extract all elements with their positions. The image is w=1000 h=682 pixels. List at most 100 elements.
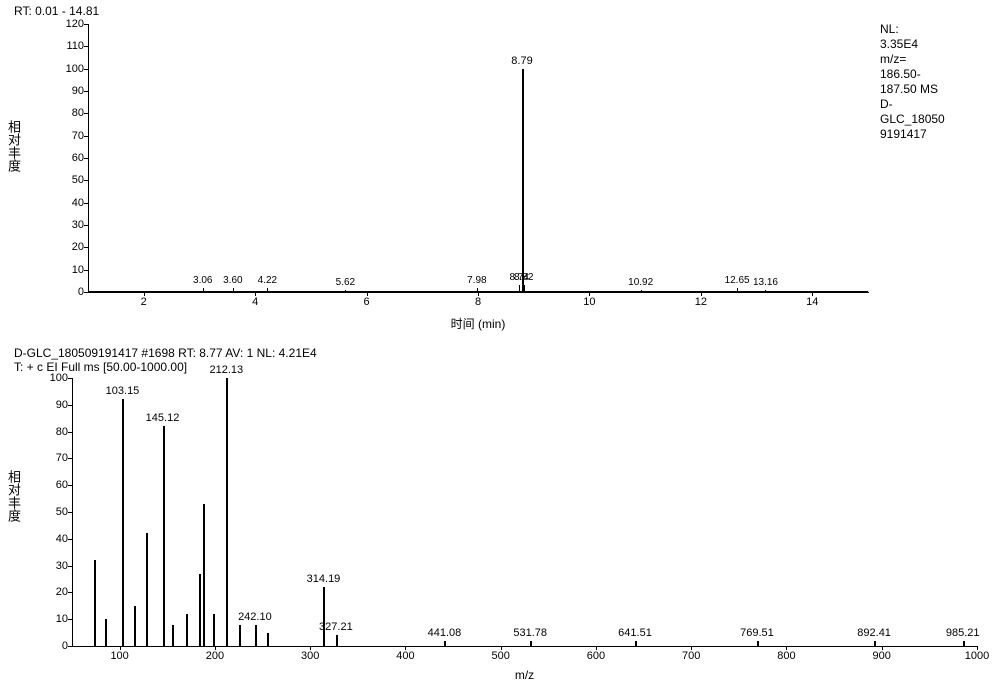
- xtick: 10: [569, 296, 609, 308]
- ms-peak: [255, 625, 257, 646]
- peak-label: 4.22: [249, 275, 285, 286]
- xtick: 8: [458, 296, 498, 308]
- side-info-line: 186.50-: [880, 67, 921, 81]
- tick-mark: [84, 46, 88, 47]
- ytick: 50: [38, 506, 68, 518]
- ytick: 30: [54, 219, 84, 231]
- ms-peak: [444, 641, 446, 646]
- ms-peak-label: 441.08: [420, 627, 468, 639]
- tick-mark: [255, 292, 256, 296]
- minor-peak: [524, 285, 525, 292]
- top-xlabel: 时间 (min): [88, 315, 868, 332]
- ytick: 90: [38, 399, 68, 411]
- ms-peak: [146, 533, 148, 646]
- top-header: RT: 0.01 - 14.81: [14, 4, 99, 18]
- ms-peak: [635, 641, 637, 646]
- ytick: 50: [54, 174, 84, 186]
- ytick: 110: [54, 40, 84, 52]
- ytick: 60: [54, 152, 84, 164]
- xtick: 6: [347, 296, 387, 308]
- side-info-line: 3.35E4: [880, 37, 918, 51]
- bottom-ylabel: 相对丰度: [4, 470, 23, 522]
- tick-mark: [84, 91, 88, 92]
- tick-mark: [84, 247, 88, 248]
- peak-label: 3.60: [215, 275, 251, 286]
- ms-peak: [239, 625, 241, 646]
- xtick: 600: [576, 650, 616, 662]
- ms-peak: [323, 587, 325, 646]
- ms-peak: [122, 399, 124, 646]
- ytick: 80: [38, 426, 68, 438]
- ms-peak-label: 103.15: [98, 385, 146, 397]
- ms-peak: [134, 606, 136, 646]
- minor-peak: [233, 288, 234, 292]
- top-chart-area: [88, 24, 869, 293]
- tick-mark: [310, 646, 311, 650]
- ytick: 70: [54, 130, 84, 142]
- xtick: 400: [385, 650, 425, 662]
- ms-peak: [874, 641, 876, 646]
- tick-mark: [84, 180, 88, 181]
- tick-mark: [68, 539, 72, 540]
- ytick: 90: [54, 85, 84, 97]
- tick-mark: [84, 158, 88, 159]
- tick-mark: [84, 292, 88, 293]
- tick-mark: [120, 646, 121, 650]
- xtick: 12: [681, 296, 721, 308]
- ms-peak-label: 314.19: [299, 573, 347, 585]
- ms-peak: [213, 614, 215, 646]
- xtick: 4: [235, 296, 275, 308]
- side-info-line: 187.50 MS: [880, 82, 938, 96]
- minor-peak: [737, 288, 738, 292]
- xtick: 200: [195, 650, 235, 662]
- ms-peak: [199, 574, 201, 646]
- tick-mark: [367, 292, 368, 296]
- bottom-chart-area: [72, 378, 978, 647]
- main-peak: [522, 69, 524, 292]
- ms-peak: [186, 614, 188, 646]
- side-info-line: 9191417: [880, 127, 927, 141]
- tick-mark: [589, 292, 590, 296]
- ms-peak: [267, 633, 269, 646]
- ms-peak: [105, 619, 107, 646]
- ms-peak-label: 769.51: [733, 627, 781, 639]
- ms-peak: [757, 641, 759, 646]
- ms-peak: [163, 426, 165, 646]
- xtick: 900: [862, 650, 902, 662]
- tick-mark: [68, 646, 72, 647]
- tick-mark: [478, 292, 479, 296]
- tick-mark: [84, 136, 88, 137]
- ytick: 0: [54, 286, 84, 298]
- xtick: 700: [671, 650, 711, 662]
- tick-mark: [84, 225, 88, 226]
- tick-mark: [68, 566, 72, 567]
- ms-peak-label: 985.21: [939, 627, 987, 639]
- tick-mark: [501, 646, 502, 650]
- minor-peak: [203, 288, 204, 292]
- minor-peak: [641, 290, 642, 292]
- minor-peak: [765, 290, 766, 292]
- side-info-line: D-: [880, 97, 893, 111]
- ytick: 10: [38, 613, 68, 625]
- peak-label: 8.82: [506, 272, 542, 283]
- ms-peak-label: 145.12: [139, 412, 187, 424]
- minor-peak: [267, 288, 268, 292]
- ytick: 0: [38, 640, 68, 652]
- tick-mark: [84, 69, 88, 70]
- minor-peak: [519, 285, 520, 292]
- side-info-line: GLC_18050: [880, 112, 945, 126]
- bottom-xlabel: m/z: [72, 668, 977, 682]
- ms-peak: [530, 641, 532, 646]
- ytick: 20: [54, 241, 84, 253]
- xtick: 2: [124, 296, 164, 308]
- ms-peak: [963, 641, 965, 646]
- tick-mark: [596, 646, 597, 650]
- xtick: 100: [100, 650, 140, 662]
- peak-label: 8.79: [502, 55, 542, 67]
- tick-mark: [144, 292, 145, 296]
- ms-peak: [226, 378, 228, 646]
- ms-peak-label: 327.21: [312, 621, 360, 633]
- ms-peak-label: 641.51: [611, 627, 659, 639]
- tick-mark: [68, 619, 72, 620]
- peak-label: 10.92: [623, 277, 659, 288]
